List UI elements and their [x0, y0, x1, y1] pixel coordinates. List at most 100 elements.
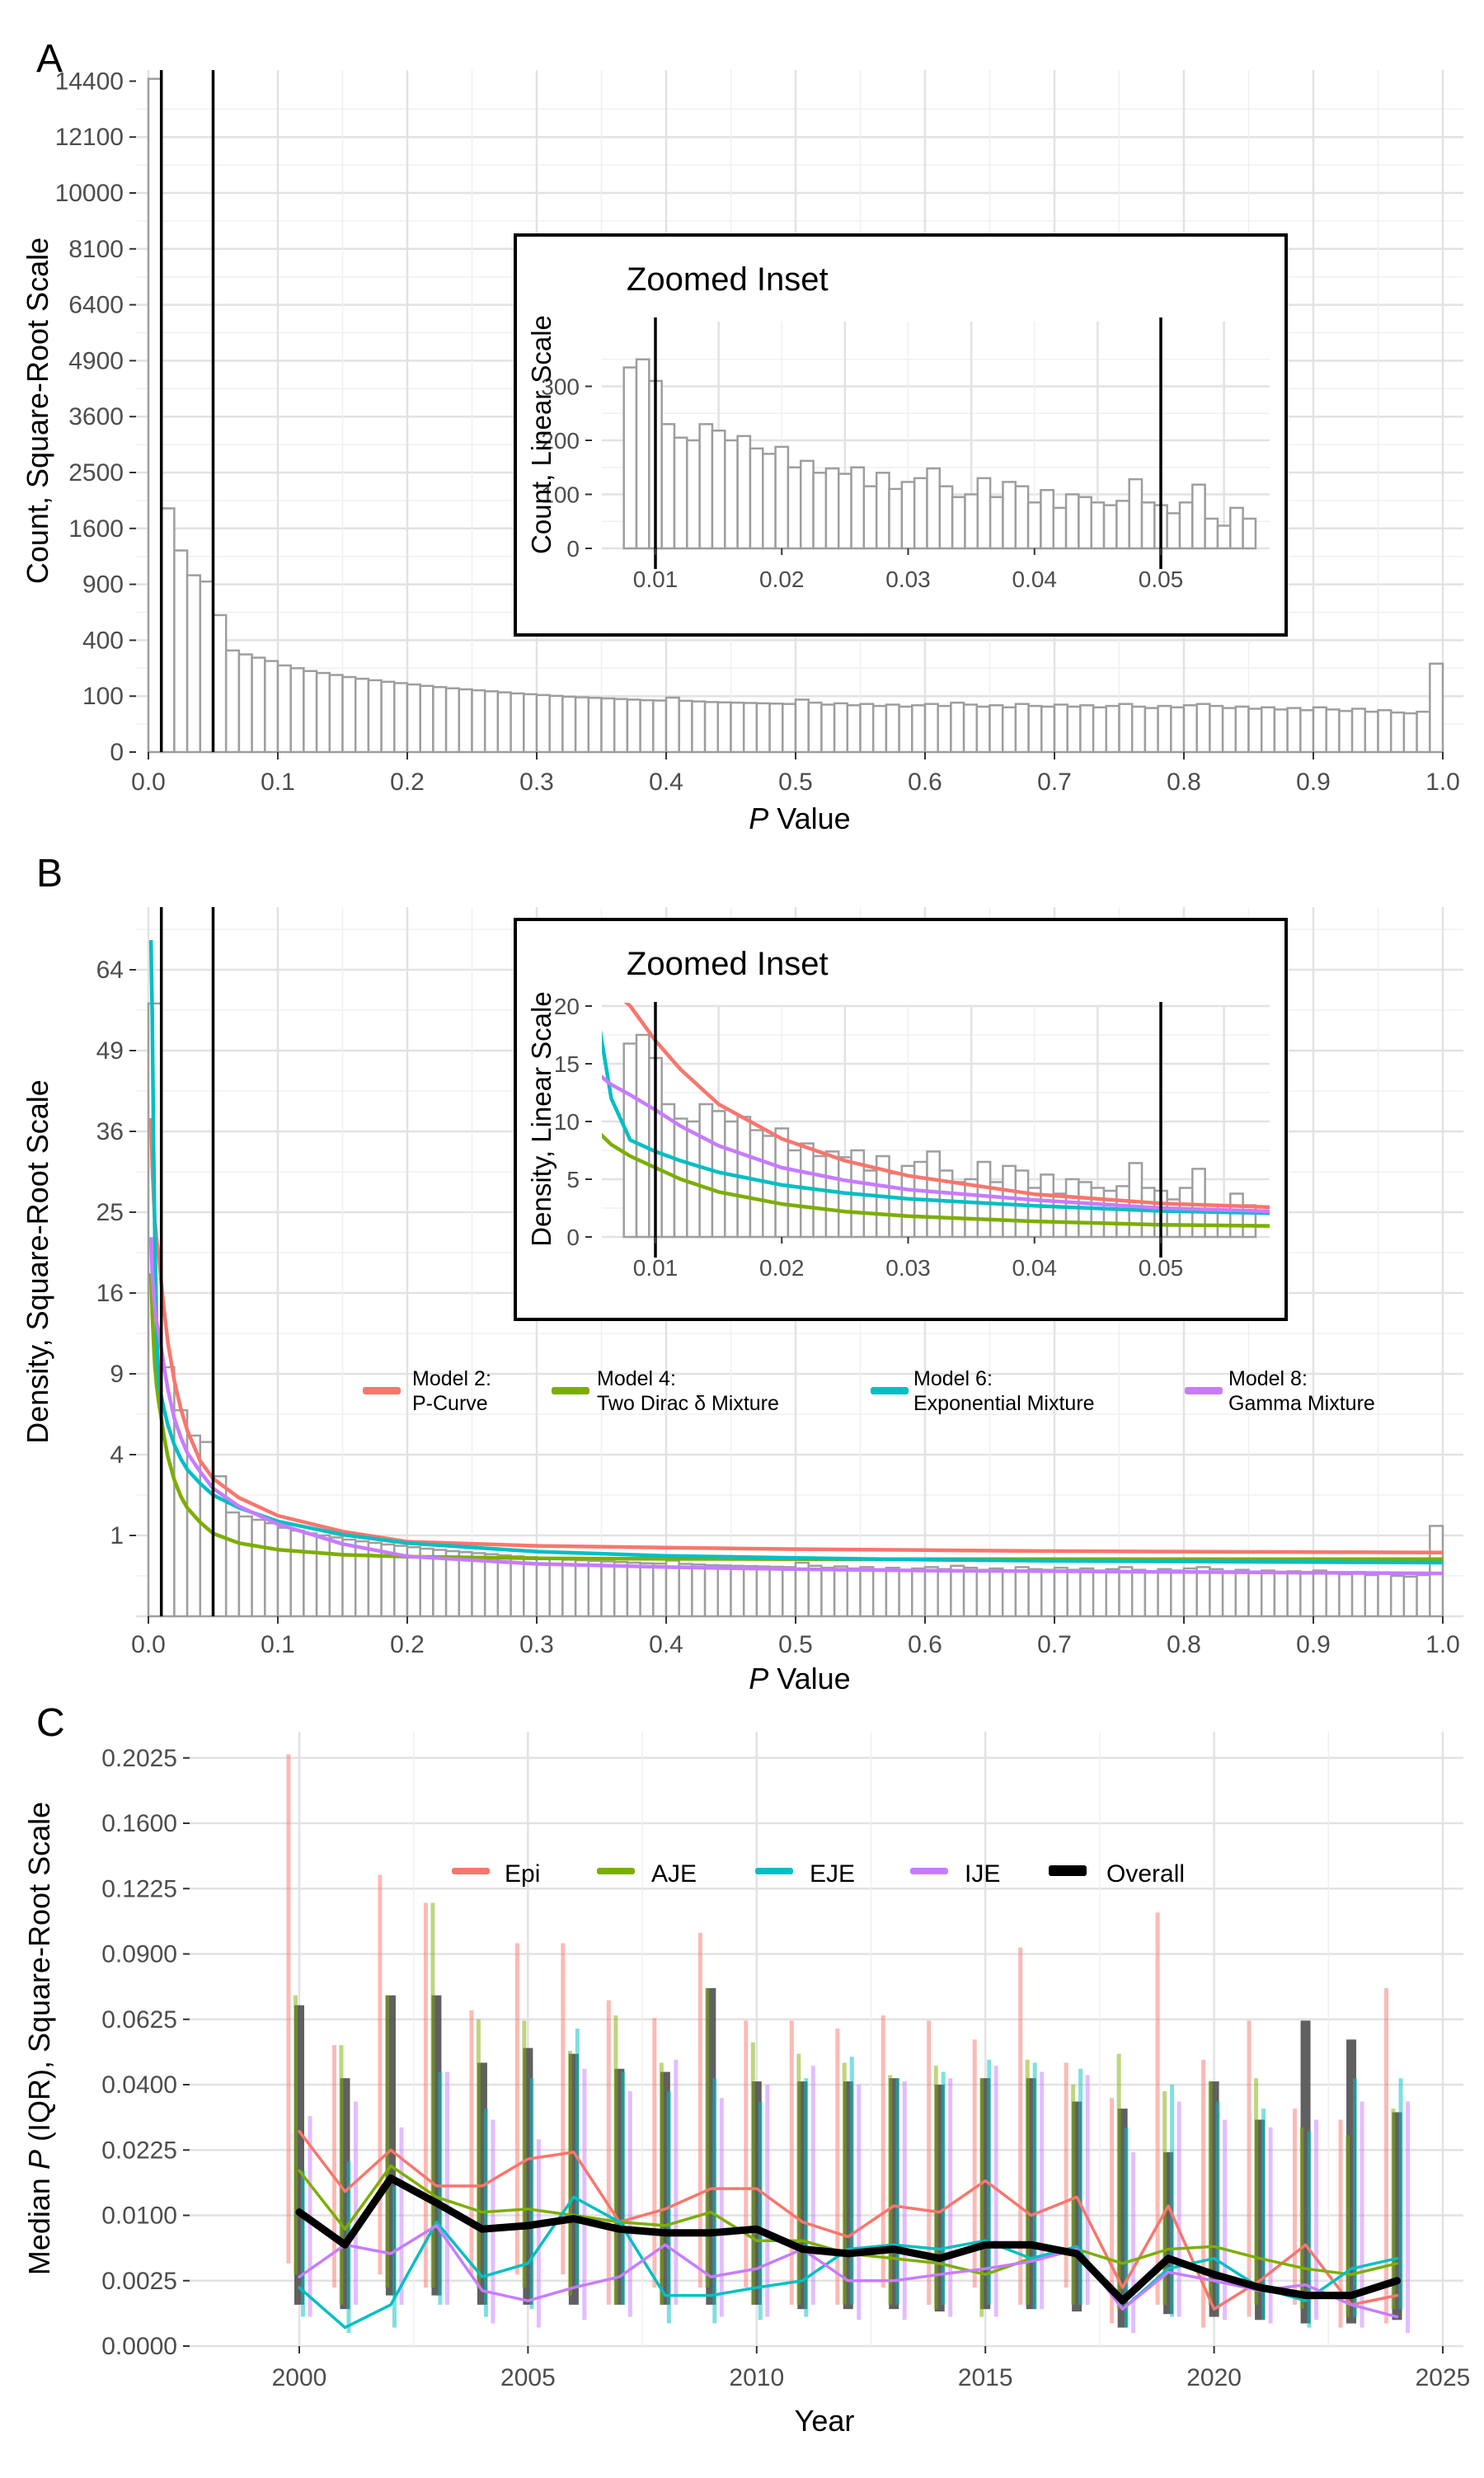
- histogram-bar: [458, 688, 473, 754]
- legend-label: AJE: [651, 1860, 697, 1888]
- histogram-bar: [937, 704, 952, 754]
- histogram-bar: [976, 477, 992, 550]
- journal-iqr-bar: [1124, 2127, 1129, 2328]
- histogram-bar: [926, 467, 942, 550]
- x-tick-label: 0.02: [759, 1255, 805, 1281]
- y-tick-label: 300: [541, 374, 580, 400]
- legend-label: Overall: [1106, 1860, 1185, 1888]
- journal-iqr-bar: [972, 2039, 977, 2288]
- histogram-bar: [1221, 707, 1237, 754]
- histogram-bar: [937, 1568, 952, 1618]
- histogram-bar: [938, 485, 954, 550]
- y-tick-label: 8100: [68, 236, 124, 263]
- histogram-bar: [367, 679, 383, 754]
- histogram-bar: [212, 614, 228, 754]
- histogram-bar: [923, 703, 939, 754]
- journal-iqr-bar: [1018, 1947, 1023, 2305]
- histogram-bar: [613, 698, 629, 754]
- journal-iqr-bar: [430, 1902, 435, 2288]
- journal-iqr-bar: [1384, 1987, 1389, 2324]
- journal-iqr-bar: [1406, 2101, 1411, 2334]
- journal-iqr-bar: [902, 2081, 907, 2320]
- histogram-bar: [652, 1562, 668, 1618]
- x-tick-label: 0.3: [519, 769, 554, 796]
- y-tick-label: 15: [554, 1051, 580, 1077]
- histogram-bar: [574, 1559, 590, 1618]
- x-tick-label: 0.4: [649, 1631, 683, 1658]
- histogram-bar: [186, 574, 202, 754]
- journal-iqr-bar: [1261, 2109, 1266, 2320]
- histogram-bar: [787, 466, 802, 550]
- histogram-bar: [1130, 1568, 1147, 1618]
- x-tick-label: 0.05: [1139, 1255, 1184, 1281]
- journal-iqr-bar: [948, 2078, 953, 2317]
- histogram-bar: [875, 472, 890, 550]
- journal-iqr-bar: [1208, 2081, 1213, 2305]
- histogram-bar: [820, 703, 836, 754]
- histogram-bar: [1234, 1568, 1250, 1618]
- journal-iqr-bar: [881, 2015, 885, 2288]
- journal-iqr-bar: [1293, 2109, 1298, 2305]
- journal-iqr-bar: [353, 2101, 358, 2305]
- legend-label: Two Dirac δ Mixture: [597, 1392, 779, 1415]
- model-curve: [602, 1029, 1270, 1215]
- histogram-bar: [406, 683, 421, 754]
- histogram-bar: [1053, 1566, 1068, 1618]
- journal-iqr-bar: [438, 2071, 443, 2305]
- histogram-bar: [483, 1553, 500, 1618]
- epi-iqr-bars: [286, 1754, 1389, 2328]
- histogram-bar: [807, 701, 823, 754]
- overall-median-line: [295, 2174, 1401, 2305]
- histogram-bar: [762, 1135, 777, 1239]
- panel-b-label: B: [36, 852, 63, 896]
- histogram-bar: [1001, 706, 1017, 754]
- y-tick-label: 0.0000: [101, 2333, 177, 2360]
- histogram-bar: [703, 1563, 720, 1618]
- journal-iqr-bar: [514, 1943, 519, 2275]
- x-tick-label: 0.6: [908, 769, 942, 796]
- journal-iqr-bar: [1391, 2109, 1396, 2310]
- histogram-bar: [1195, 1566, 1211, 1618]
- histogram-bar: [354, 677, 370, 754]
- histogram-bar: [736, 435, 752, 550]
- ije-median-line: [298, 2224, 1399, 2319]
- histogram-bar: [716, 1564, 732, 1618]
- histogram-bar: [264, 1521, 279, 1618]
- legend-swatch: [755, 1868, 793, 1874]
- journal-iqr-bar: [1025, 2059, 1030, 2305]
- histogram-bar: [1066, 705, 1082, 754]
- x-tick-label: 0.1: [261, 1631, 295, 1658]
- histogram-bar: [1338, 1573, 1354, 1618]
- y-tick-label: 64: [96, 957, 124, 984]
- x-tick-label: 0.3: [519, 1631, 554, 1658]
- histogram-bar: [1350, 708, 1367, 754]
- x-tick-label: 1.0: [1425, 1631, 1460, 1658]
- histogram-bar: [600, 1560, 616, 1618]
- histogram-bar: [975, 705, 991, 754]
- x-tick-label: 0.8: [1167, 769, 1201, 796]
- legend-label: Gamma Mixture: [1228, 1392, 1375, 1415]
- journal-iqr-bar: [1155, 1912, 1160, 2305]
- x-tick-label: 2020: [1186, 2364, 1242, 2391]
- legend-label: Model 2:: [412, 1367, 491, 1390]
- histogram-bar: [341, 1538, 357, 1618]
- histogram-bar: [962, 1566, 979, 1618]
- histogram-bar: [639, 1562, 655, 1618]
- model-curve: [602, 1074, 1270, 1214]
- histogram-bar: [975, 1568, 991, 1618]
- histogram-bar: [885, 1566, 900, 1618]
- legend-swatch: [452, 1868, 490, 1874]
- journal-iqr-bar: [1131, 2151, 1136, 2334]
- histogram-bar: [768, 703, 784, 754]
- histogram-bar: [1204, 517, 1219, 550]
- histogram-bar: [755, 1565, 771, 1618]
- histogram-bar: [686, 1120, 701, 1239]
- y-axis-title: Density, Square-Root Scale: [21, 1079, 54, 1444]
- x-tick-label: 0.05: [1139, 567, 1184, 592]
- histogram-bar: [837, 473, 852, 550]
- histogram-bar: [315, 671, 331, 754]
- y-axis-title: Median P (IQR), Square-Root Scale: [22, 1802, 56, 2275]
- journal-iqr-bar: [491, 2119, 495, 2324]
- legend-swatch: [1185, 1387, 1223, 1394]
- y-tick-label: 14400: [55, 68, 124, 95]
